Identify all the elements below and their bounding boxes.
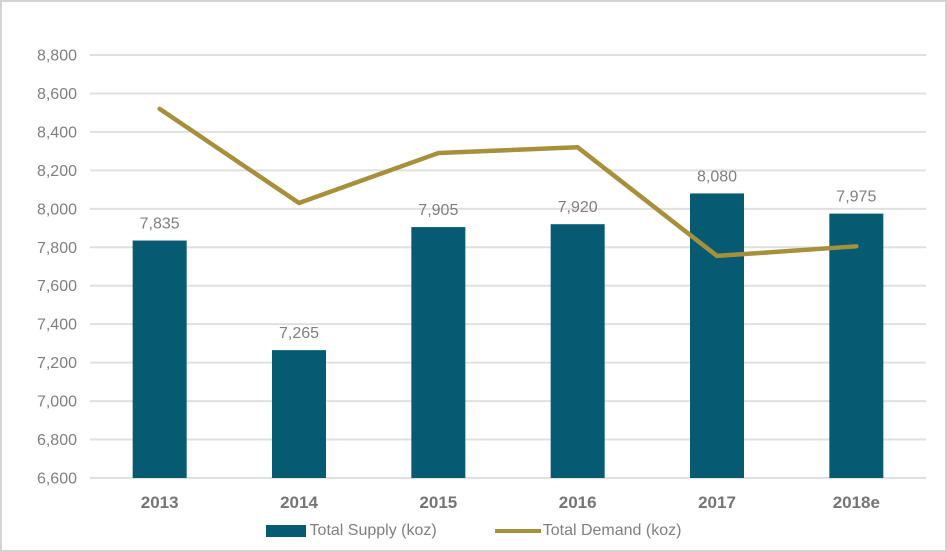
x-axis-tick-label-2017: 2017 [698, 493, 736, 512]
y-axis-tick-label: 8,200 [37, 163, 77, 180]
y-axis-tick-label: 6,800 [37, 432, 77, 449]
supply-legend-swatch-icon [265, 525, 306, 537]
x-axis-tick-label-2016: 2016 [559, 493, 597, 512]
supply-bar-2016 [550, 224, 605, 478]
y-axis-tick-label: 6,600 [37, 471, 77, 488]
y-axis-tick-label: 8,600 [37, 86, 77, 103]
demand-line [157, 106, 859, 259]
supply-bar-2013 [132, 240, 187, 478]
x-axis-tick-label-2018e: 2018e [833, 493, 880, 512]
bar-value-label-2017: 8,080 [697, 168, 737, 185]
x-axis-tick-label-2013: 2013 [141, 493, 179, 512]
y-axis-tick-label: 7,400 [37, 317, 77, 334]
supply-bar-2015 [411, 227, 466, 478]
x-axis-tick-label-2015: 2015 [419, 493, 457, 512]
supply-bar-2018e [829, 213, 884, 478]
x-axis-tick-label-2014: 2014 [280, 493, 318, 512]
legend-item-total-demand: Total Demand (koz) [494, 522, 682, 540]
legend: Total Supply (koz) Total Demand (koz) [2, 522, 945, 540]
bar-value-label-2015: 7,905 [418, 202, 458, 219]
y-axis-tick-label: 7,200 [37, 355, 77, 372]
y-axis-tick-label: 7,800 [37, 240, 77, 257]
demand-legend-swatch-icon [494, 529, 541, 533]
y-axis-tick-label: 7,600 [37, 278, 77, 295]
bar-value-label-2014: 7,265 [279, 325, 319, 342]
y-axis-tick-label: 7,000 [37, 394, 77, 411]
supply-bar-2014 [272, 350, 326, 478]
y-axis-tick-label: 8,000 [37, 201, 77, 218]
supply-bar-2017 [690, 193, 744, 478]
bar-value-label-2018e: 7,975 [836, 189, 876, 206]
bar-value-label-2013: 7,835 [140, 216, 180, 233]
y-axis-tick-label: 8,400 [37, 124, 77, 141]
y-axis-tick-label: 8,800 [37, 48, 77, 65]
bar-value-label-2016: 7,920 [558, 199, 598, 216]
supply-legend-label: Total Supply (koz) [309, 522, 437, 539]
legend-item-total-supply: Total Supply (koz) [265, 522, 437, 540]
demand-legend-label: Total Demand (koz) [542, 522, 682, 539]
